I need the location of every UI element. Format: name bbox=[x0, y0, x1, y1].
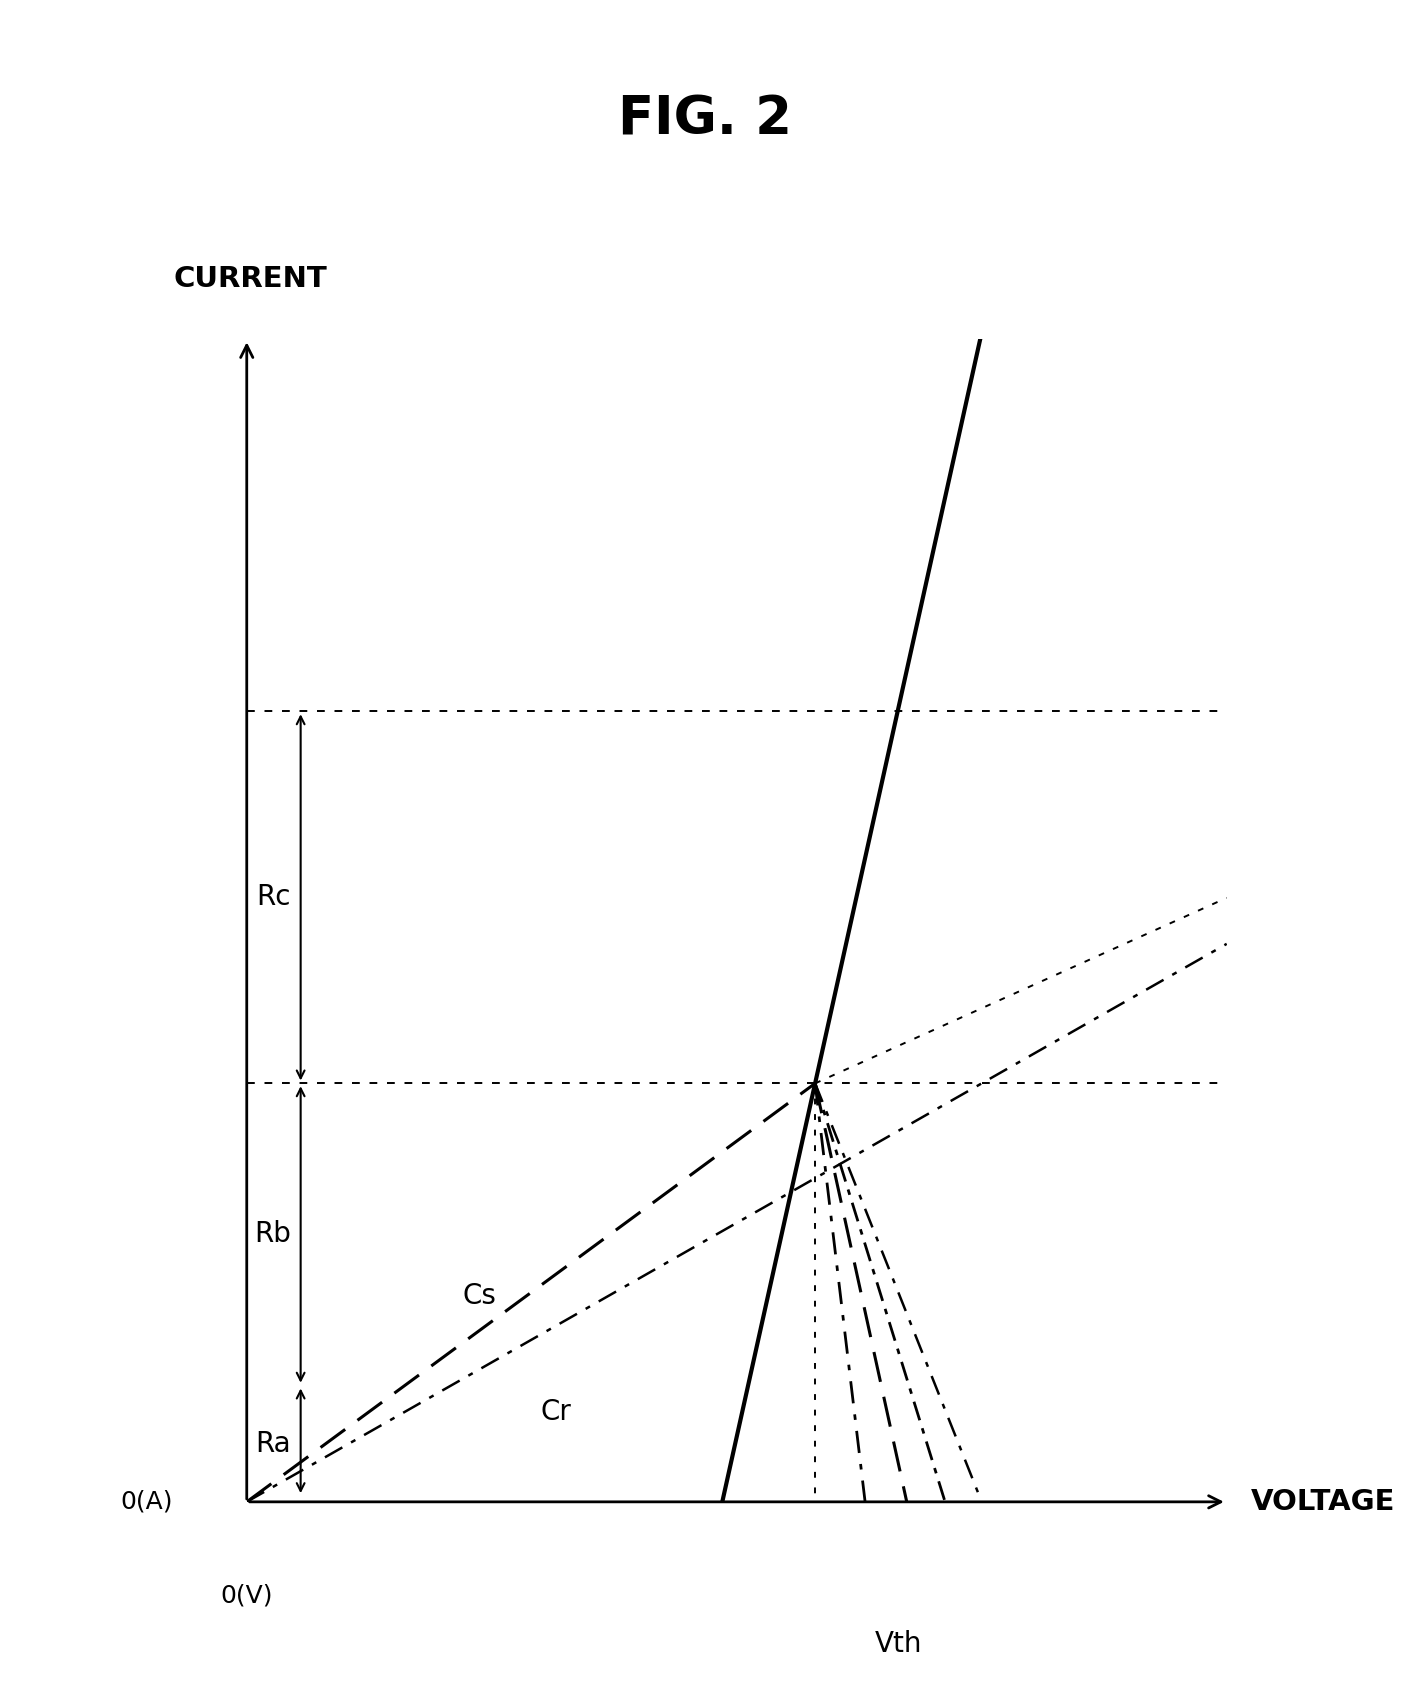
Text: 0(A): 0(A) bbox=[121, 1490, 173, 1514]
Text: Vth: Vth bbox=[874, 1629, 922, 1658]
Text: Ra: Ra bbox=[255, 1431, 290, 1458]
Text: FIG. 2: FIG. 2 bbox=[618, 93, 792, 146]
Text: Rc: Rc bbox=[257, 884, 290, 911]
Text: Rb: Rb bbox=[254, 1220, 290, 1249]
Text: Cs: Cs bbox=[462, 1281, 496, 1310]
Text: VOLTAGE: VOLTAGE bbox=[1251, 1488, 1396, 1515]
Text: CURRENT: CURRENT bbox=[173, 265, 327, 294]
Text: 0(V): 0(V) bbox=[220, 1583, 274, 1607]
Text: Cr: Cr bbox=[541, 1398, 571, 1425]
